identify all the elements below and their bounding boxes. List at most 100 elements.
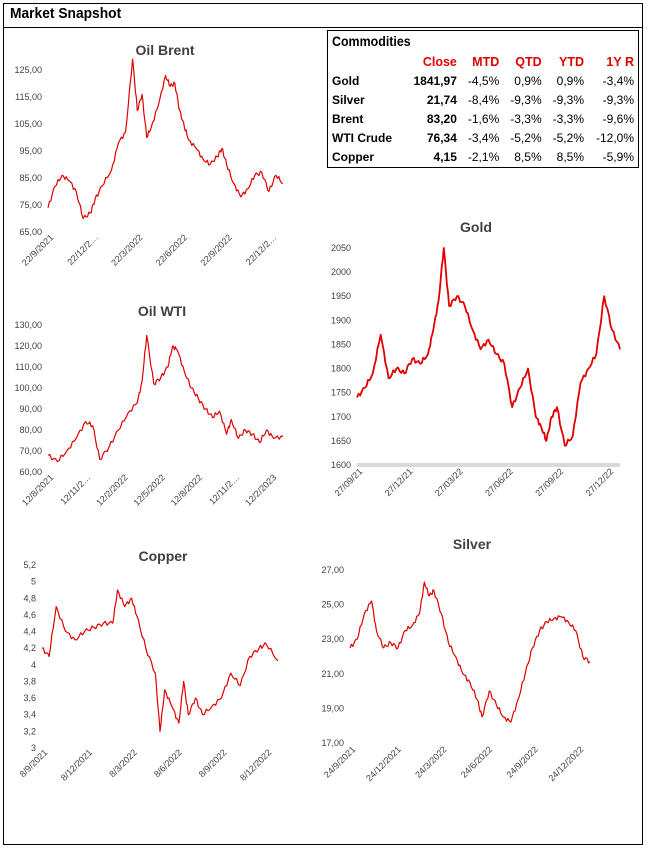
x-tick-label: 22/9/2021 [20, 232, 55, 267]
table-row: Copper 4,15 -2,1% 8,5% 8,5% -5,9% [329, 147, 637, 166]
x-tick-label: 27/12/22 [584, 466, 616, 498]
table-cell: 8,5% [514, 149, 542, 164]
chart-title: Gold [460, 219, 492, 235]
x-tick-label: 12/2/2022 [94, 472, 129, 507]
table-cell: -3,4% [602, 73, 634, 88]
y-tick-label: 130,00 [14, 320, 42, 330]
x-tick-label: 27/03/22 [433, 466, 465, 498]
table-cell: -8,4% [467, 92, 500, 107]
silver-series-line [349, 581, 591, 723]
x-tick-label: 27/06/22 [483, 466, 515, 498]
x-tick-label: 24/12/2021 [364, 744, 403, 783]
y-tick-label: 19,00 [321, 703, 344, 713]
x-tick-label: 12/2/2023 [243, 472, 278, 507]
table-cell: 0,9% [556, 73, 584, 88]
y-tick-label: 4,4 [23, 627, 36, 637]
y-tick-label: 1900 [331, 315, 351, 325]
oil-wti-chart: Oil WTI 130,00 120,00 110,00 100,00 90,00 80,0… [14, 303, 284, 508]
commodity-name: Silver [332, 92, 365, 107]
table-cell: 76,34 [426, 130, 457, 145]
y-tick-label: 60,00 [19, 467, 42, 477]
table-row: Silver 21,74 -8,4% -9,3% -9,3% -9,3% [329, 90, 637, 109]
y-tick-label: 1950 [331, 291, 351, 301]
x-tick-label: 12/8/2021 [20, 472, 55, 507]
y-tick-label: 65,00 [19, 227, 42, 237]
silver-chart: Silver27,0025,0023,0021,0019,0017,0024/9… [321, 536, 591, 783]
x-axis-band [357, 463, 620, 467]
y-tick-label: 85,00 [19, 173, 42, 183]
commodity-name: Gold [332, 73, 360, 88]
x-tick-label: 24/3/2022 [413, 744, 448, 779]
x-tick-label: 12/11/2… [58, 472, 92, 506]
column-header: 1Y R [606, 54, 634, 69]
x-tick-label: 12/5/2022 [132, 472, 167, 507]
page-title: Market Snapshot [10, 5, 122, 22]
table-cell: 8,5% [556, 149, 584, 164]
y-tick-label: 1600 [331, 460, 351, 470]
oil-brent-chart: Oil Brent 125,00 115,00 105,00 95,00 85,00 75,… [14, 42, 284, 268]
copper-chart: Copper 5,2 5 4,8 4,6 4,4 4,2 4 3,8 3,6 3,4 3,2 3 8/9/… [18, 548, 279, 783]
y-tick-label: 1750 [331, 388, 351, 398]
x-tick-label: 22/12/2… [244, 232, 279, 267]
x-tick-label: 24/6/2022 [459, 744, 494, 779]
commodities-body: Gold 1841,97 -4,5% 0,9% 0,9% -3,4% Silver 21,74… [329, 71, 637, 166]
x-tick-label: 27/09/22 [533, 466, 565, 498]
commodity-name: WTI Crude [332, 130, 392, 145]
x-tick-label: 8/12/2021 [59, 747, 94, 782]
gold-chart: Gold 2050 2000 1950 1900 1850 1800 1750 1700 1650… [331, 219, 621, 498]
oil-wti-series-line [47, 334, 284, 463]
table-cell: -3,3% [510, 111, 542, 126]
y-tick-label: 110,00 [15, 362, 42, 372]
x-tick-label: 8/6/2022 [152, 747, 184, 779]
table-cell: 21,74 [426, 92, 457, 107]
table-cell: -9,3% [510, 92, 542, 107]
column-header: MTD [472, 54, 500, 69]
y-tick-label: 95,00 [19, 146, 42, 156]
column-header: QTD [515, 54, 542, 69]
commodities-grid: Close MTD QTD YTD 1Y R Gold 1841,97 -4,5% 0,9% 0… [329, 52, 637, 166]
x-tick-label: 24/9/2021 [322, 744, 357, 779]
table-row: Brent 83,20 -1,6% -3,3% -3,3% -9,6% [329, 109, 637, 128]
y-tick-label: 4,8 [23, 593, 36, 603]
table-cell: 1841,97 [413, 73, 457, 88]
y-tick-label: 2050 [331, 243, 351, 253]
y-tick-label: 2000 [331, 267, 351, 277]
x-tick-label: 27/09/21 [333, 466, 365, 498]
table-cell: -12,0% [595, 130, 634, 145]
y-tick-label: 1700 [331, 412, 351, 422]
y-tick-label: 5 [31, 577, 36, 587]
y-tick-label: 21,00 [321, 669, 344, 679]
table-cell: -2,1% [467, 149, 500, 164]
y-tick-label: 120,00 [14, 341, 42, 351]
copper-series-line [41, 589, 279, 733]
y-tick-label: 125,00 [14, 65, 42, 75]
table-cell: -5,2% [552, 130, 584, 145]
page-frame [3, 3, 643, 845]
commodity-name: Brent [332, 111, 364, 126]
chart-title: Oil WTI [138, 303, 186, 319]
x-tick-label: 12/8/2022 [169, 472, 204, 507]
commodity-name: Copper [332, 149, 374, 164]
chart-title: Silver [453, 536, 492, 552]
gold-series-line [356, 247, 621, 447]
x-tick-label: 24/9/2022 [504, 744, 539, 779]
table-cell: -1,6% [467, 111, 500, 126]
commodities-title: Commodities [332, 34, 411, 49]
x-tick-label: 22/6/2022 [154, 232, 189, 267]
y-tick-label: 5,2 [23, 560, 36, 570]
y-tick-label: 1850 [331, 339, 351, 349]
table-cell: -9,3% [602, 92, 634, 107]
x-tick-label: 22/9/2022 [198, 232, 233, 267]
table-cell: -3,3% [552, 111, 584, 126]
chart-title: Copper [139, 548, 189, 564]
x-tick-label: 8/3/2022 [107, 747, 139, 779]
y-tick-label: 27,00 [321, 565, 344, 575]
y-tick-label: 70,00 [19, 446, 42, 456]
table-cell: -9,3% [552, 92, 584, 107]
table-cell: 0,9% [514, 73, 542, 88]
x-tick-label: 12/11/2… [207, 472, 241, 506]
oil-brent-series-line [47, 58, 284, 220]
x-tick-label: 24/12/2022 [546, 744, 585, 783]
y-tick-label: 75,00 [19, 200, 42, 210]
